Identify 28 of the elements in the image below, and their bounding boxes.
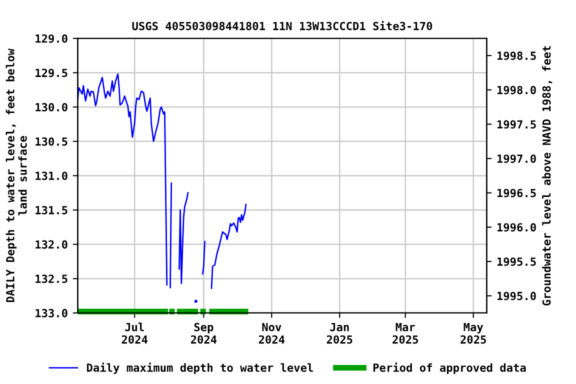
x-tick-label: Nov 2024 bbox=[258, 323, 285, 344]
y2-tick-label: 1996.0 bbox=[497, 223, 536, 232]
x-tick-label: Jan 2025 bbox=[326, 323, 352, 344]
y2-tick-label: 1998.0 bbox=[497, 86, 536, 94]
y-tick-label: 133.0 bbox=[36, 308, 68, 318]
legend-label: Daily maximum depth to water level bbox=[86, 362, 313, 374]
y2-tick-label: 1997.0 bbox=[497, 154, 536, 163]
x-tick-label: Jul 2024 bbox=[122, 322, 148, 344]
x-tick-label: May 2025 bbox=[460, 323, 486, 344]
x-tick-label: Sep 2024 bbox=[190, 322, 217, 344]
y2-tick-label: 1995.5 bbox=[497, 258, 536, 266]
y2-axis-title: Groundwater level above NAVD 1988, feet bbox=[542, 46, 552, 306]
legend-label: Period of approved data bbox=[373, 362, 526, 374]
y-tick-label: 131.0 bbox=[36, 172, 68, 180]
x-tick-label: Mar 2025 bbox=[392, 323, 418, 344]
y-tick-label: 129.0 bbox=[36, 34, 68, 43]
y2-tick-label: 1995.0 bbox=[497, 292, 536, 300]
y-axis-title: DAILY Depth to water level, feet below land surface bbox=[6, 48, 27, 302]
y2-tick-label: 1996.5 bbox=[497, 188, 536, 198]
y-tick-label: 129.5 bbox=[36, 68, 68, 78]
y-tick-label: 131.5 bbox=[36, 206, 68, 214]
chart-title: USGS 405503098441801 11N 13W13CCCD1 Site3-170 bbox=[132, 21, 432, 30]
y2-tick-label: 1998.5 bbox=[497, 52, 536, 60]
y-tick-label: 132.0 bbox=[36, 240, 68, 249]
y-tick-label: 130.5 bbox=[36, 137, 68, 146]
y-tick-label: 130.0 bbox=[36, 103, 68, 112]
y-tick-label: 132.5 bbox=[36, 274, 68, 284]
y2-tick-label: 1997.5 bbox=[497, 120, 536, 129]
